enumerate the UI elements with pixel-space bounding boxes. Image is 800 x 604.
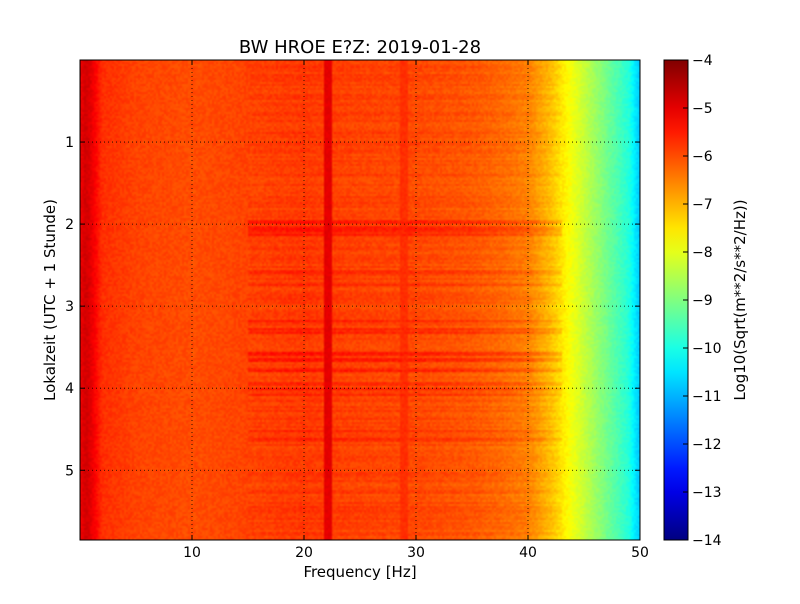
colorbar-tick-label: −13	[692, 485, 722, 501]
colorbar-tick-label: −10	[692, 341, 722, 357]
y-axis-label: Lokalzeit (UTC + 1 Stunde)	[41, 199, 59, 401]
x-tick-label: 20	[295, 545, 313, 561]
colorbar-tick-label: −4	[692, 53, 713, 69]
colorbar-ticks: −4 −5 −6 −7 −8 −9 −10 −11 −12 −13 −14	[683, 53, 722, 549]
x-tick-label: 30	[407, 545, 425, 561]
colorbar-tick-label: −6	[692, 149, 713, 165]
plot-frame	[79, 59, 641, 541]
grid-lines	[80, 60, 640, 540]
colorbar-tick-label: −12	[692, 437, 722, 453]
y-tick-label: 3	[65, 299, 74, 315]
x-axis-label: Frequency [Hz]	[303, 563, 416, 581]
x-tick-label: 40	[519, 545, 537, 561]
x-tick-label: 50	[631, 545, 649, 561]
y-axis-ticks: 1 2 3 4 5	[65, 135, 640, 479]
colorbar-tick-label: −9	[692, 293, 713, 309]
x-tick-label: 10	[183, 545, 201, 561]
colorbar-tick-label: −14	[692, 533, 722, 549]
x-axis-ticks: 10 20 30 40 50	[183, 60, 649, 561]
chart-title: BW HROE E?Z: 2019-01-28	[239, 37, 481, 58]
colorbar-label: Log10(Sqrt(m**2/s**2/Hz))	[731, 199, 749, 400]
colorbar-tick-label: −7	[692, 197, 713, 213]
colorbar-tick-label: −11	[692, 389, 722, 405]
y-tick-label: 5	[65, 463, 74, 479]
y-tick-label: 1	[65, 135, 74, 151]
y-tick-label: 4	[65, 381, 74, 397]
colorbar-tick-label: −5	[692, 101, 713, 117]
y-tick-label: 2	[65, 217, 74, 233]
spectrogram-heatmap	[80, 60, 640, 540]
colorbar-tick-label: −8	[692, 245, 713, 261]
